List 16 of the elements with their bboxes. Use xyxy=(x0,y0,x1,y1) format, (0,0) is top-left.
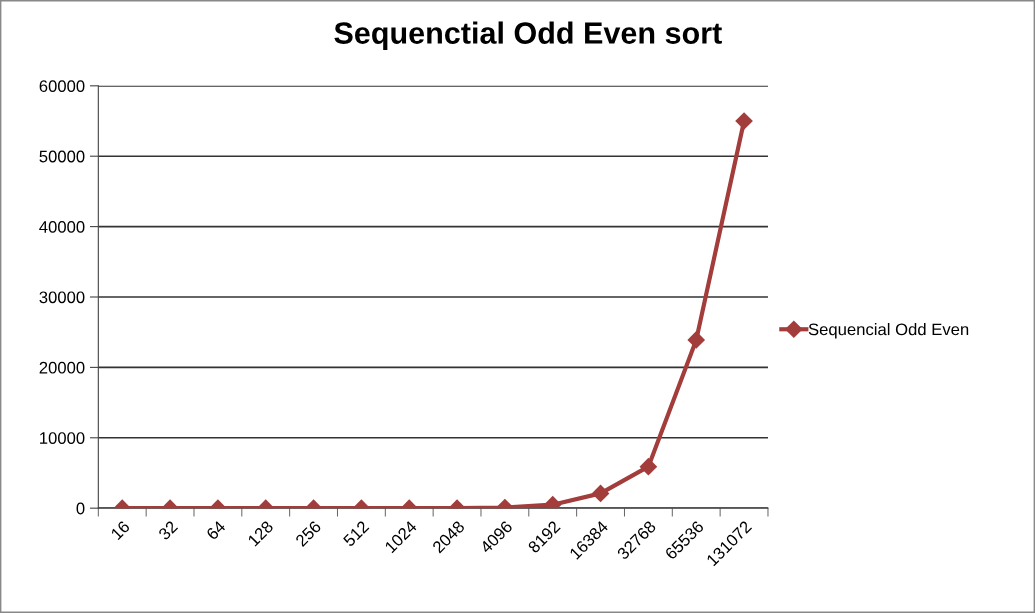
point xyxy=(735,112,753,130)
y-tick-label: 50000 xyxy=(39,150,85,163)
x-tick-label: 64 xyxy=(205,519,227,541)
y-tick-label: 10000 xyxy=(40,432,85,444)
y-tick-label: 20000 xyxy=(39,361,85,374)
y-tick-label: 40000 xyxy=(39,221,85,233)
legend-label: Sequencial Odd Even xyxy=(808,323,969,339)
x-tick-label: 128 xyxy=(247,520,274,547)
y-tick-label: 0 xyxy=(76,502,85,515)
x-tick-label: 512 xyxy=(342,520,370,548)
x-tick-label: 32 xyxy=(157,520,179,541)
chart-title: Sequenctial Odd Even sort xyxy=(334,21,722,50)
y-tick-label: 60000 xyxy=(39,80,85,93)
y-tick-label: 30000 xyxy=(39,291,85,304)
x-tick-label: 16 xyxy=(110,520,131,541)
x-tick-label: 256 xyxy=(294,520,322,548)
